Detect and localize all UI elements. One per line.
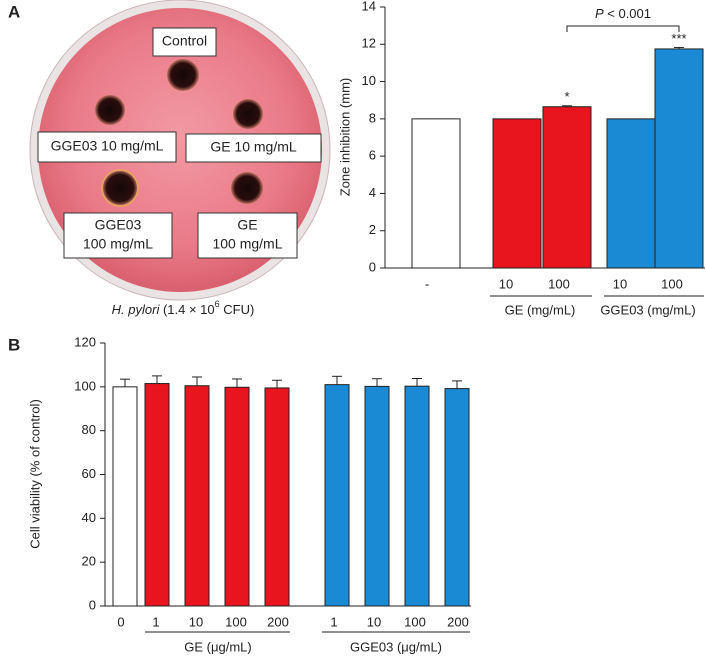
label-box bbox=[37, 131, 177, 163]
bar bbox=[411, 118, 461, 269]
significance: * bbox=[564, 89, 569, 104]
y-tick-label: 60 bbox=[82, 466, 96, 481]
well-label: 100 mg/mL bbox=[212, 236, 282, 252]
y-tick-label: 0 bbox=[369, 259, 376, 274]
x-tick-label: 100 bbox=[225, 614, 247, 629]
y-tick-label: 4 bbox=[369, 185, 376, 200]
significance: *** bbox=[671, 31, 686, 46]
x-tick-label: 10 bbox=[367, 614, 381, 629]
group-label: GE (μg/mL) bbox=[184, 639, 251, 654]
x-tick-label: 200 bbox=[447, 614, 469, 629]
group-label: GGE03 (mg/mL) bbox=[600, 302, 695, 317]
y-tick-label: 0 bbox=[89, 597, 96, 612]
x-tick-label: 0 bbox=[117, 614, 124, 629]
x-tick-label: 200 bbox=[267, 614, 289, 629]
x-tick-label: 1 bbox=[330, 614, 337, 629]
well bbox=[101, 169, 139, 207]
bar bbox=[224, 386, 250, 607]
well bbox=[233, 99, 263, 129]
label-box bbox=[152, 27, 217, 57]
well-label: GGE03 bbox=[95, 217, 142, 233]
bar bbox=[184, 385, 210, 607]
label-box bbox=[197, 212, 298, 259]
caption-organism: H. pylori bbox=[112, 302, 161, 317]
p-symbol: P bbox=[595, 6, 604, 21]
well bbox=[95, 95, 125, 125]
y-tick-label: 40 bbox=[82, 510, 96, 525]
y-axis-label: Zone inhibition (mm) bbox=[337, 78, 352, 197]
bar bbox=[364, 385, 390, 607]
bar bbox=[404, 385, 430, 607]
well-label: GE 10 mg/mL bbox=[210, 139, 297, 155]
y-tick-label: 14 bbox=[362, 0, 376, 13]
dish-caption: H. pylori (1.4 × 106 CFU) bbox=[112, 296, 255, 317]
well-label: GGE03 10 mg/mL bbox=[51, 138, 164, 154]
well-label: GE bbox=[237, 217, 257, 233]
bar bbox=[542, 106, 592, 269]
y-tick-label: 8 bbox=[369, 110, 376, 125]
x-tick-label: 10 bbox=[499, 276, 513, 291]
y-tick-label: 80 bbox=[82, 422, 96, 437]
caption-unit: CFU) bbox=[223, 302, 254, 317]
bar bbox=[444, 388, 470, 607]
well-label: 100 mg/mL bbox=[83, 236, 153, 252]
p-text: < 0.001 bbox=[607, 6, 651, 21]
petri-dish: Control GGE03 10 mg/mL GE 10 mg/mL GGE03… bbox=[29, 0, 331, 301]
y-axis-label: Cell viability (% of control) bbox=[27, 399, 42, 549]
panel-label: A bbox=[8, 2, 20, 21]
well-label: Control bbox=[162, 33, 207, 49]
bar bbox=[654, 48, 704, 269]
x-tick-label: 10 bbox=[613, 276, 627, 291]
y-tick-label: 120 bbox=[74, 334, 96, 349]
caption-count: (1.4 × 10 bbox=[163, 302, 215, 317]
group-label: GE (mg/mL) bbox=[505, 302, 576, 317]
bar bbox=[324, 384, 350, 607]
y-tick-label: 6 bbox=[369, 148, 376, 163]
bar bbox=[492, 118, 542, 269]
bar bbox=[144, 383, 170, 607]
label-box bbox=[185, 133, 322, 163]
y-tick-label: 2 bbox=[369, 222, 376, 237]
label-box bbox=[63, 212, 173, 259]
caption-exponent: 6 bbox=[215, 299, 220, 309]
x-tick-label: 100 bbox=[404, 614, 426, 629]
y-tick-label: 10 bbox=[362, 73, 376, 88]
bar bbox=[606, 118, 656, 269]
bar bbox=[112, 386, 138, 607]
x-tick-label: 1 bbox=[152, 614, 159, 629]
y-tick-label: 20 bbox=[82, 554, 96, 569]
x-tick-label: 10 bbox=[189, 614, 203, 629]
comparison-bracket bbox=[566, 25, 680, 32]
well bbox=[231, 172, 263, 204]
panel-label: B bbox=[8, 335, 20, 354]
group-label: GGE03 (μg/mL) bbox=[350, 639, 442, 654]
y-tick-label: 12 bbox=[362, 36, 376, 51]
x-tick-label: 100 bbox=[548, 276, 570, 291]
comparison-label: P < 0.001 bbox=[595, 6, 651, 21]
y-tick-label: 100 bbox=[74, 378, 96, 393]
x-tick-label: 100 bbox=[661, 276, 683, 291]
bar bbox=[264, 387, 290, 607]
x-tick-label: - bbox=[425, 276, 429, 291]
well bbox=[167, 59, 199, 91]
